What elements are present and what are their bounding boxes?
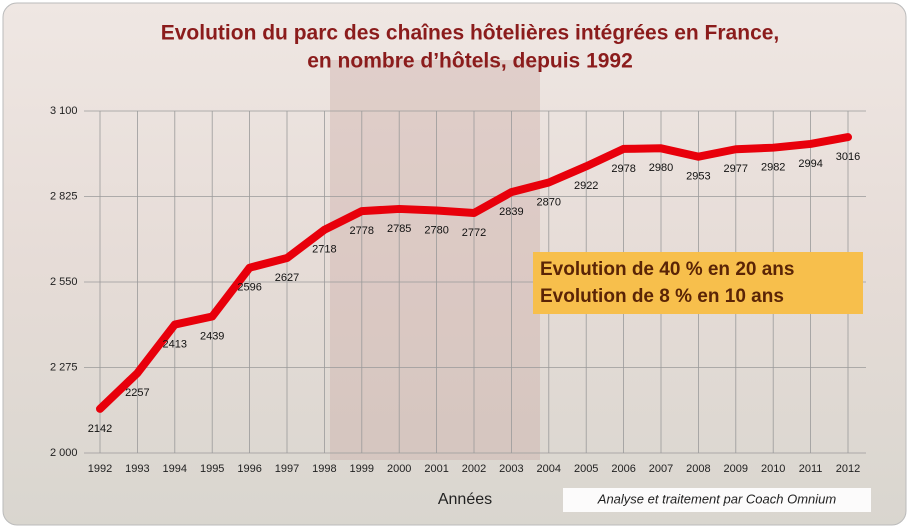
x-tick-label: 1998 xyxy=(312,463,336,475)
photo-shape xyxy=(330,60,540,460)
value-label: 2978 xyxy=(611,163,635,175)
value-label: 2953 xyxy=(686,171,710,183)
x-tick-label: 2012 xyxy=(836,463,860,475)
x-tick-label: 2003 xyxy=(499,463,523,475)
y-tick-label: 2 550 xyxy=(50,276,78,288)
y-tick-label: 2 000 xyxy=(50,447,78,459)
value-label: 2994 xyxy=(798,158,822,170)
annotation: Evolution de 8 % en 10 ans xyxy=(540,286,784,307)
x-tick-label: 2005 xyxy=(574,463,598,475)
value-label: 2980 xyxy=(649,162,673,174)
value-label: 2257 xyxy=(125,387,149,399)
value-label: 2922 xyxy=(574,180,598,192)
source-box xyxy=(563,488,871,512)
x-tick-label: 2000 xyxy=(387,463,411,475)
x-tick-label: 1992 xyxy=(88,463,112,475)
value-label: 2596 xyxy=(237,282,261,294)
annotation: Evolution de 40 % en 20 ans xyxy=(540,259,794,280)
x-tick-label: 2004 xyxy=(537,463,561,475)
annotation-box xyxy=(533,252,863,314)
value-label: 2772 xyxy=(462,227,486,239)
x-tick-label: 1997 xyxy=(275,463,299,475)
x-tick-label: 2007 xyxy=(649,463,673,475)
value-label: 2718 xyxy=(312,244,336,256)
line xyxy=(96,133,852,413)
value-label: 2870 xyxy=(537,196,561,208)
y-tick-label: 2 275 xyxy=(50,361,78,373)
value-label: 2785 xyxy=(387,223,411,235)
value-label: 2142 xyxy=(88,423,112,435)
x-tick-label: 1994 xyxy=(163,463,187,475)
x-tick-label: 2010 xyxy=(761,463,785,475)
chart-title: en nombre d’hôtels, depuis 1992 xyxy=(307,50,633,73)
x-tick-label: 2011 xyxy=(799,463,823,475)
source: Analyse et traitement par Coach Omnium xyxy=(597,491,837,506)
x-tick-label: 2008 xyxy=(686,463,710,475)
value-label: 2839 xyxy=(499,206,523,218)
x-tick-label: 1996 xyxy=(237,463,261,475)
value-label: 3016 xyxy=(836,151,860,163)
x-tick-label: 1993 xyxy=(125,463,149,475)
value-label: 2778 xyxy=(350,225,374,237)
value-label: 2977 xyxy=(724,163,748,175)
chart-title: Evolution du parc des chaînes hôtelières… xyxy=(161,22,780,45)
value-label: 2982 xyxy=(761,162,785,174)
x-tick-label: 2002 xyxy=(462,463,486,475)
x-tick-label: 1999 xyxy=(350,463,374,475)
y-tick-label: 3 100 xyxy=(50,105,78,117)
y-tick-label: 2 825 xyxy=(50,190,78,202)
x-axis-label: Années xyxy=(438,491,492,508)
x-tick-label: 2009 xyxy=(724,463,748,475)
x-tick-label: 2001 xyxy=(424,463,448,475)
x-tick-label: 2006 xyxy=(611,463,635,475)
value-label: 2413 xyxy=(163,339,187,351)
x-tick-label: 1995 xyxy=(200,463,224,475)
value-label: 2439 xyxy=(200,330,224,342)
value-label: 2627 xyxy=(275,272,299,284)
value-label: 2780 xyxy=(424,224,448,236)
